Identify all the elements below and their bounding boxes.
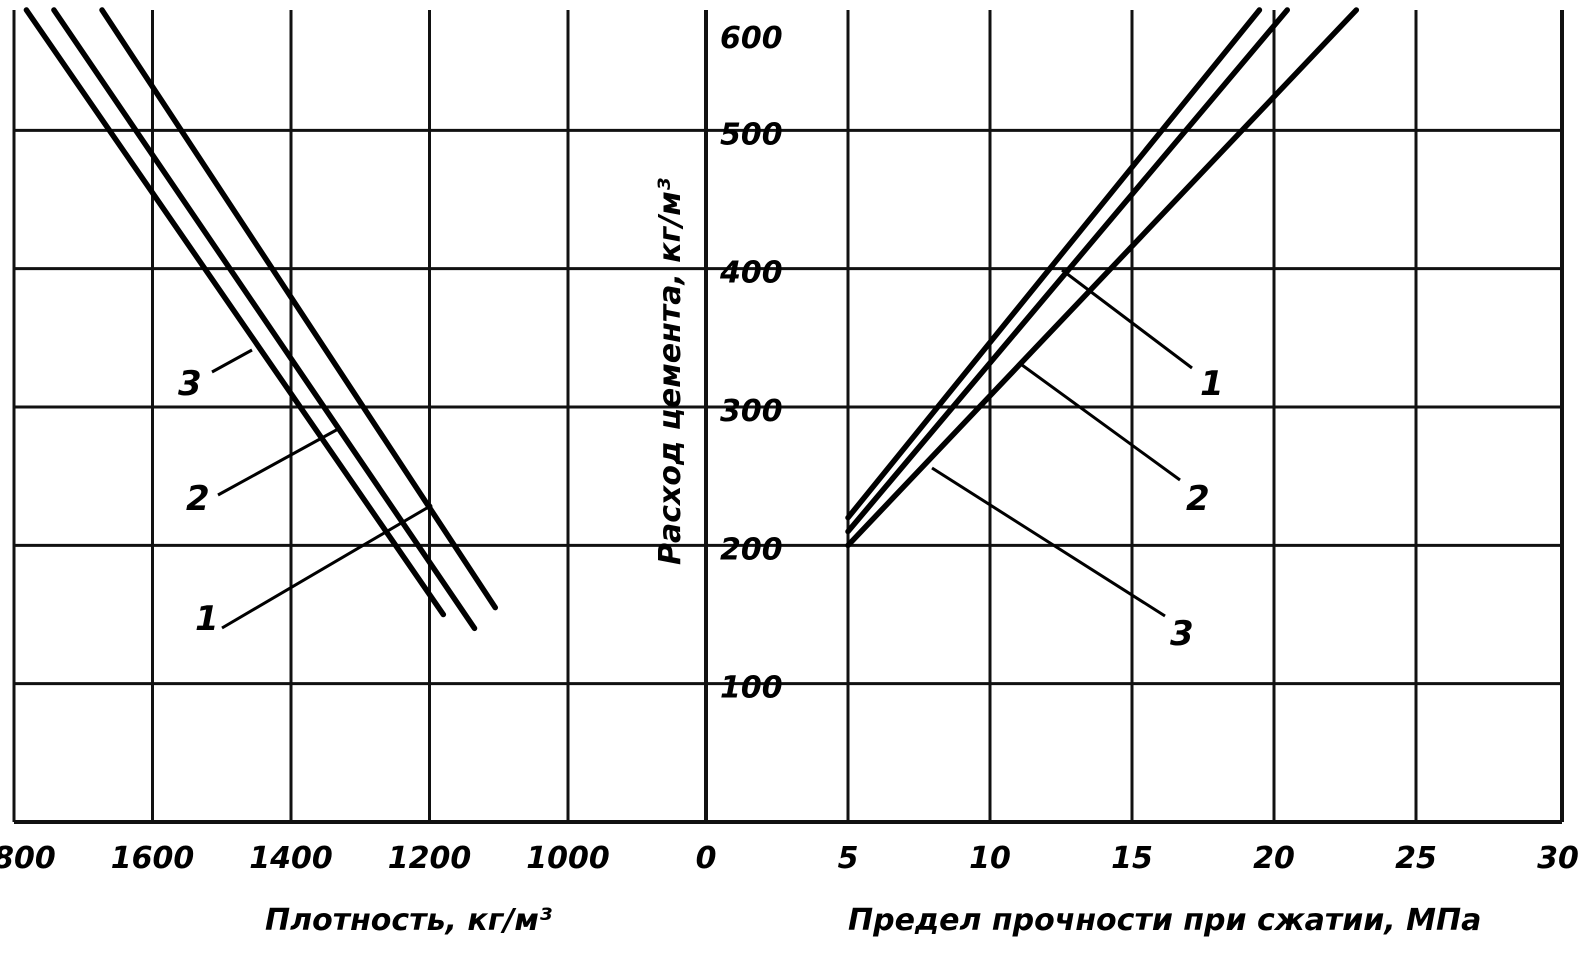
y-axis-title: Расход цемента, кг/м³ <box>653 178 688 565</box>
leader-layer <box>211 268 1193 630</box>
strength-tick-label: 25 <box>1395 841 1437 876</box>
strength-tick-label: 5 <box>838 841 859 876</box>
density-series-1 <box>99 7 499 611</box>
y-tick-label: 300 <box>720 394 783 429</box>
right-curve-label-2: 2 <box>1186 479 1210 519</box>
strength-tick-label: 15 <box>1111 841 1153 876</box>
density-tick-label: 0 <box>696 841 717 876</box>
y-tick-label: 400 <box>719 256 783 291</box>
tick-layer: 1800160014001200100005101520253010020030… <box>0 21 1578 876</box>
leader-right-2 <box>1021 363 1181 482</box>
density-tick-label: 1400 <box>249 841 333 876</box>
leader-left-1 <box>221 503 433 630</box>
density-series-2 <box>51 7 478 632</box>
left-curve-label-2: 2 <box>186 479 210 519</box>
label-layer: 3 2 1 1 2 3 <box>178 364 1224 654</box>
right-curve-label-1: 1 <box>1200 364 1224 404</box>
density-tick-label: 1600 <box>111 841 195 876</box>
leader-right-1 <box>1061 268 1193 370</box>
y-tick-label: 100 <box>720 671 783 706</box>
left-curve-label-1: 1 <box>195 599 219 639</box>
strength-tick-label: 10 <box>969 841 1011 876</box>
leader-left-2 <box>217 426 341 497</box>
strength-tick-label: 30 <box>1537 841 1578 876</box>
left-x-axis-title: Плотность, кг/м³ <box>265 903 552 938</box>
leader-right-3 <box>931 466 1166 618</box>
left-curve-label-3: 3 <box>178 364 202 404</box>
y-tick-label: 500 <box>720 117 783 152</box>
strength-series-3 <box>845 7 1360 549</box>
density-series-3 <box>23 7 447 618</box>
strength-series-1 <box>845 7 1263 521</box>
density-tick-label: 1800 <box>0 841 56 876</box>
right-curve-label-3: 3 <box>1170 614 1194 654</box>
grid-layer <box>12 10 1564 824</box>
series-layer <box>23 7 1360 632</box>
strength-series-2 <box>845 7 1291 535</box>
y-tick-label: 600 <box>720 21 783 56</box>
strength-tick-label: 20 <box>1253 841 1295 876</box>
leader-left-3 <box>211 348 253 374</box>
density-tick-label: 1000 <box>526 841 610 876</box>
right-x-axis-title: Предел прочности при сжатии, МПа <box>848 903 1481 938</box>
density-tick-label: 1200 <box>388 841 472 876</box>
y-tick-label: 200 <box>720 532 783 567</box>
